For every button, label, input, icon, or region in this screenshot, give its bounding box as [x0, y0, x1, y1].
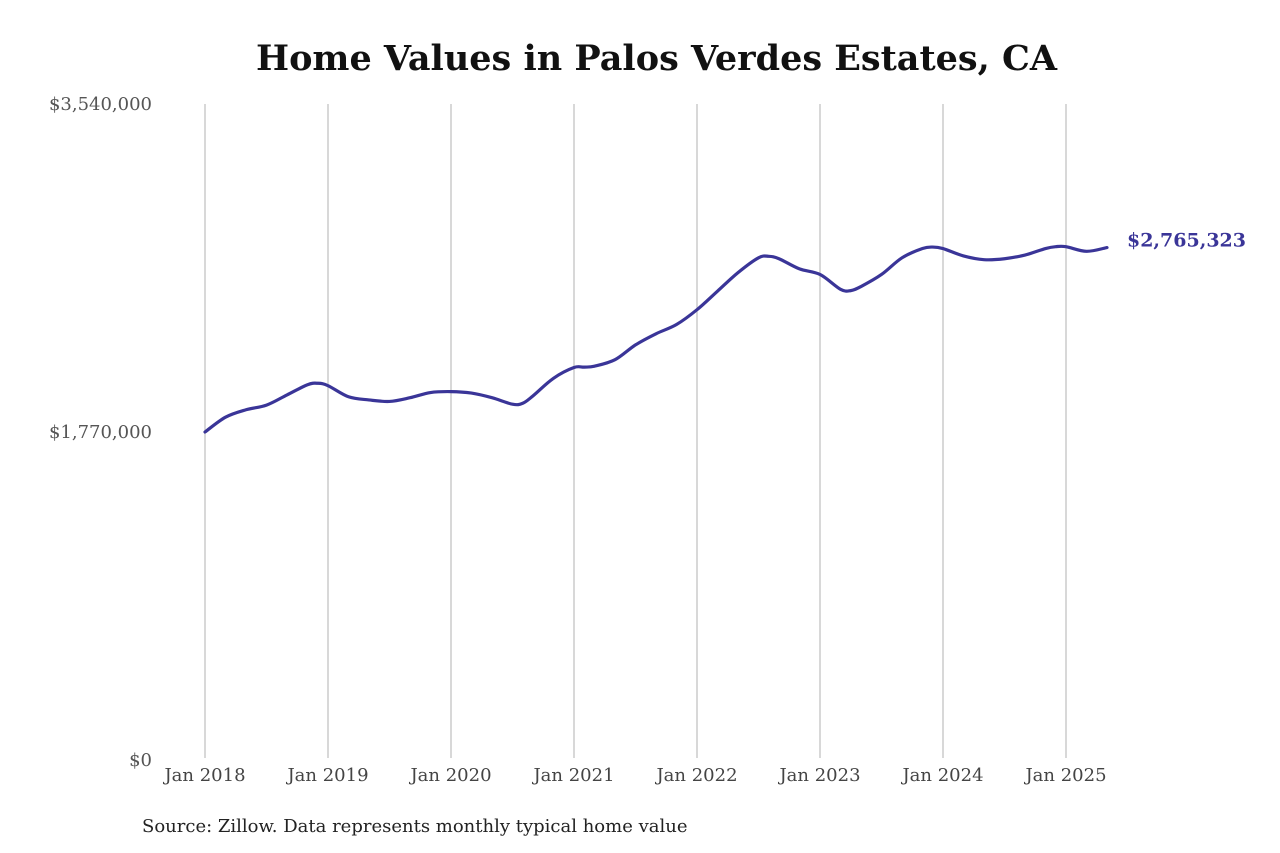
y-axis-ticks: $0 $1,770,000 $3,540,000	[49, 94, 152, 771]
gridlines	[204, 104, 1067, 758]
y-tick-label: $3,540,000	[49, 94, 152, 115]
x-tick-label: Jan 2023	[777, 765, 860, 786]
x-tick-label: Jan 2020	[408, 765, 491, 786]
x-tick-label: Jan 2025	[1023, 765, 1106, 786]
series-line	[203, 244, 1109, 434]
source-note: Source: Zillow. Data represents monthly …	[142, 816, 688, 837]
y-tick-label: $1,770,000	[49, 422, 152, 443]
x-tick-label: Jan 2024	[900, 765, 983, 786]
x-tick-label: Jan 2018	[162, 765, 245, 786]
x-tick-label: Jan 2021	[531, 765, 614, 786]
chart-title: Home Values in Palos Verdes Estates, CA	[256, 38, 1057, 79]
end-value-label: $2,765,323	[1127, 230, 1246, 252]
x-tick-label: Jan 2022	[654, 765, 737, 786]
x-tick-label: Jan 2019	[285, 765, 368, 786]
series-lines: $2,765,323	[203, 230, 1246, 434]
x-axis-ticks: Jan 2018 Jan 2019 Jan 2020 Jan 2021 Jan 2022…	[162, 765, 1106, 786]
y-tick-label: $0	[129, 750, 152, 771]
